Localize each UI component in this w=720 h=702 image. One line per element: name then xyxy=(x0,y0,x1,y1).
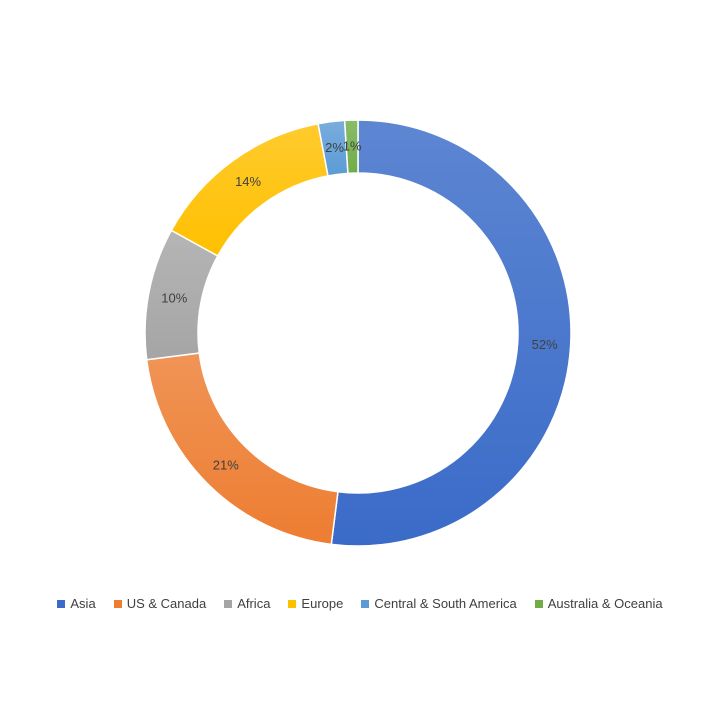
legend-swatch xyxy=(288,599,297,608)
legend-swatch xyxy=(361,599,370,608)
legend-item-central-and-south-america: Central & South America xyxy=(361,596,517,611)
slice-us-and-canada xyxy=(145,352,339,546)
legend-item-europe: Europe xyxy=(288,596,343,611)
legend-label: Australia & Oceania xyxy=(547,596,663,611)
data-label-australia-and-oceania: 1% xyxy=(343,139,362,154)
legend-item-australia-and-oceania: Australia & Oceania xyxy=(534,596,663,611)
legend-item-asia: Asia xyxy=(57,596,96,611)
data-label-africa: 10% xyxy=(161,290,187,305)
slice-asia xyxy=(330,119,572,547)
legend-item-us-and-canada: US & Canada xyxy=(113,596,207,611)
slice-europe xyxy=(170,122,329,257)
legend-item-africa: Africa xyxy=(224,596,270,611)
legend-label: US & Canada xyxy=(126,596,207,611)
chart-legend: Asia US & Canada Africa Europe Central & Sou… xyxy=(0,596,720,611)
legend-label: Asia xyxy=(70,596,96,611)
legend-swatch xyxy=(224,599,233,608)
legend-label: Europe xyxy=(301,596,344,611)
data-label-central-and-south-america: 2% xyxy=(325,140,344,155)
legend-label: Africa xyxy=(237,596,271,611)
data-label-europe: 14% xyxy=(235,174,261,189)
legend-swatch xyxy=(113,599,122,608)
data-label-us-and-canada: 21% xyxy=(213,458,239,473)
legend-swatch xyxy=(534,599,543,608)
slice-australia-and-oceania xyxy=(343,119,359,175)
legend-swatch xyxy=(57,599,66,608)
data-label-asia: 52% xyxy=(532,337,558,352)
legend-label: Central & South America xyxy=(374,596,517,611)
